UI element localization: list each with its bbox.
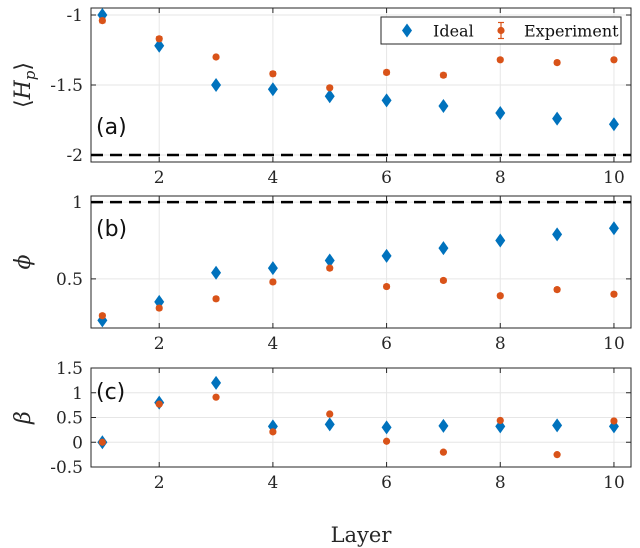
- experiment-point: [439, 71, 448, 79]
- experiment-point: [326, 84, 334, 92]
- y-tick-label: -1.5: [50, 76, 83, 96]
- x-tick-label: 2: [154, 473, 165, 493]
- ideal-point: [552, 227, 563, 242]
- legend-experiment-label: Experiment: [524, 22, 619, 41]
- experiment-point: [326, 410, 334, 418]
- ideal-point: [381, 93, 392, 108]
- experiment-point: [610, 56, 618, 64]
- experiment-point: [610, 417, 618, 425]
- y-axis-label: β: [11, 411, 36, 425]
- experiment-point: [382, 282, 391, 291]
- experiment-point: [269, 70, 277, 78]
- panel-b: 2 4 6 8 10 0.5 1 ϕ (b): [11, 193, 632, 354]
- ideal-point: [495, 106, 506, 120]
- ideal-point: [211, 375, 222, 390]
- experiment-point: [382, 437, 391, 445]
- y-tick-label: -0.5: [50, 458, 83, 478]
- ideal-point: [381, 420, 392, 435]
- experiment-point: [212, 295, 220, 303]
- ideal-point: [608, 117, 619, 132]
- ideal-point: [381, 248, 392, 263]
- x-tick-label: 10: [603, 168, 625, 188]
- x-tick-label: 2: [154, 168, 165, 188]
- legend-box: [380, 16, 622, 45]
- y-tick-label: 1: [72, 193, 83, 213]
- y-tick-label: 1.5: [56, 359, 83, 379]
- experiment-point: [496, 292, 504, 300]
- ideal-point: [324, 89, 335, 104]
- x-tick-label: 10: [603, 334, 625, 354]
- ideal-point: [324, 417, 335, 432]
- experiment-point: [382, 68, 391, 76]
- legend-ideal-label: Ideal: [433, 22, 474, 41]
- y-tick-label: -1: [66, 6, 83, 26]
- ideal-point: [438, 241, 449, 256]
- x-tick-label: 4: [267, 473, 278, 493]
- experiment-point: [439, 276, 448, 285]
- ideal-point: [154, 294, 165, 309]
- ideal-point: [267, 82, 278, 97]
- y-tick-label: -2: [66, 146, 83, 166]
- panel-label: (a): [96, 115, 127, 140]
- ideal-point: [552, 111, 563, 126]
- panel-label: (c): [96, 380, 125, 405]
- experiment-point: [269, 278, 277, 286]
- experiment-point: [98, 312, 106, 320]
- experiment-point: [496, 56, 504, 64]
- panel-a: 2 4 6 8 10 -2 -1.5 -1 ⟨Hp⟩ (a) Ideal Experiment: [11, 6, 632, 188]
- ideal-point: [552, 418, 563, 433]
- x-tick-label: 6: [381, 334, 392, 354]
- experiment-point: [439, 448, 448, 456]
- legend-ideal-marker: [402, 23, 412, 38]
- ideal-point: [211, 78, 222, 92]
- experiment-point: [326, 264, 334, 272]
- experiment-point: [553, 286, 561, 294]
- panel-label: (b): [96, 217, 127, 242]
- experiment-point: [155, 400, 163, 408]
- legend: Ideal Experiment: [380, 16, 622, 45]
- legend-experiment-marker: [497, 26, 505, 35]
- x-tick-label: 8: [495, 168, 506, 188]
- x-tick-label: 4: [267, 334, 278, 354]
- experiment-point: [98, 17, 106, 25]
- experiment-point: [269, 428, 277, 436]
- experiment-point: [212, 393, 220, 401]
- y-axis-label: ⟨Hp⟩: [11, 62, 39, 108]
- x-tick-label: 6: [381, 473, 392, 493]
- ideal-point: [154, 38, 165, 53]
- experiment-point: [553, 59, 561, 67]
- experiment-point: [155, 304, 163, 312]
- x-tick-label: 2: [154, 334, 165, 354]
- ideal-point: [495, 233, 506, 248]
- experiment-point: [98, 438, 106, 446]
- ideal-point: [211, 265, 222, 280]
- experiment-point: [610, 290, 618, 298]
- x-axis-label: Layer: [331, 523, 393, 547]
- y-axis-label: ϕ: [11, 255, 36, 270]
- experiment-point: [496, 416, 504, 425]
- x-tick-label: 8: [495, 473, 506, 493]
- x-tick-label: 10: [603, 473, 625, 493]
- x-tick-label: 6: [381, 168, 392, 188]
- axes-frame: [90, 195, 632, 329]
- ideal-point: [267, 261, 278, 276]
- x-tick-label: 8: [495, 334, 506, 354]
- experiment-point: [155, 35, 163, 43]
- ideal-point: [438, 418, 449, 433]
- experiment-point: [212, 53, 220, 61]
- experiment-point: [553, 451, 561, 459]
- y-tick-label: 0: [72, 433, 83, 453]
- ideal-point: [324, 253, 335, 268]
- x-tick-label: 4: [267, 168, 278, 188]
- ideal-point: [608, 221, 619, 236]
- y-tick-label: 0.5: [56, 270, 83, 290]
- y-tick-label: 1: [72, 384, 83, 404]
- y-tick-label: 0.5: [56, 409, 83, 429]
- panel-c: 2 4 6 8 10 -0.5 0 0.5 1 1.5 β Layer (c): [11, 359, 632, 547]
- ideal-point: [438, 99, 449, 113]
